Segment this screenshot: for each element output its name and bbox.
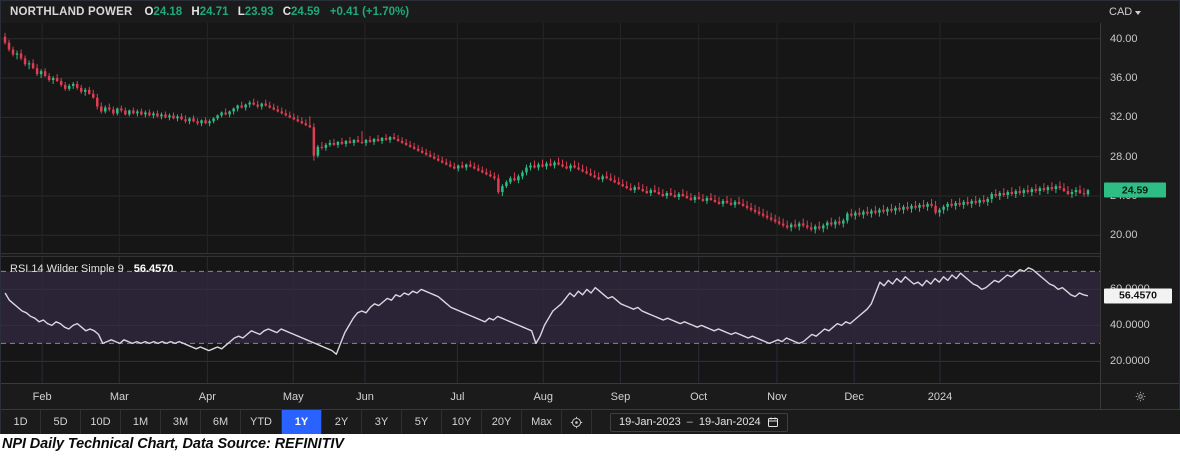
price-pane[interactable] [1, 23, 1102, 253]
price-axis-tick: 28.00 [1110, 150, 1138, 163]
ohlc-close: C24.59 [282, 6, 320, 18]
chevron-down-icon [1135, 11, 1142, 15]
range-button-10y[interactable]: 10Y [442, 410, 482, 434]
crosshair-target-icon-button[interactable] [562, 410, 592, 434]
chart-widget: NORTHLAND POWER O24.18 H24.71 L23.93 C24… [0, 0, 1180, 434]
price-axis-tick: 36.00 [1110, 72, 1138, 85]
ohlc-values: O24.18 H24.71 L23.93 C24.59 [144, 6, 325, 18]
symbol-name: NORTHLAND POWER [10, 6, 133, 18]
rsi-plot [1, 257, 1102, 383]
gear-icon [1135, 391, 1145, 402]
date-separator: – [686, 416, 693, 428]
range-button-3y[interactable]: 3Y [362, 410, 402, 434]
ohlc-open: O24.18 [144, 6, 183, 18]
price-axis-tick: 32.00 [1110, 111, 1138, 124]
time-axis-label: Jul [450, 391, 465, 403]
last-price-badge: 24.59 [1104, 182, 1166, 198]
price-scale[interactable]: 40.0036.0032.0028.0024.0020.0060.000040.… [1100, 23, 1179, 383]
range-button-20y[interactable]: 20Y [482, 410, 522, 434]
date-range-input[interactable]: 19-Jan-2023 – 19-Jan-2024 [610, 412, 788, 432]
range-button-10d[interactable]: 10D [81, 410, 121, 434]
range-button-5d[interactable]: 5D [41, 410, 81, 434]
time-axis-label: Oct [690, 391, 708, 403]
range-button-1y[interactable]: 1Y [282, 410, 322, 434]
rsi-value-badge: 56.4570 [1104, 288, 1172, 304]
time-axis-label: Mar [109, 391, 129, 403]
range-button-ytd[interactable]: YTD [241, 410, 282, 434]
time-axis[interactable]: Feb Mar Apr May Jun Jul Aug Sep Oct Nov Dec 2024 [1, 383, 1102, 409]
time-axis-label: Feb [32, 391, 52, 403]
rsi-legend-name: RSI 14 Wilder Simple 9 [10, 263, 124, 275]
ohlc-high: H24.71 [191, 6, 229, 18]
chart-settings-button[interactable] [1100, 383, 1179, 409]
time-axis-label: Nov [767, 391, 787, 403]
range-button-max[interactable]: Max [522, 410, 562, 434]
time-axis-label: Apr [198, 391, 216, 403]
time-axis-label: Dec [844, 391, 864, 403]
date-to: 19-Jan-2024 [698, 416, 761, 428]
figure-caption: NPI Daily Technical Chart, Data Source: … [2, 436, 344, 452]
time-axis-label: Jun [356, 391, 374, 403]
candlestick-plot [1, 23, 1102, 253]
calendar-icon [767, 417, 778, 427]
rsi-axis-tick: 20.0000 [1110, 355, 1150, 368]
pane-divider[interactable] [1, 253, 1102, 257]
currency-label: CAD [1109, 6, 1133, 18]
rsi-pane[interactable] [1, 257, 1102, 383]
date-from: 19-Jan-2023 [619, 416, 681, 428]
price-axis-tick: 40.00 [1110, 32, 1138, 45]
price-axis-tick: 20.00 [1110, 229, 1138, 242]
time-axis-label: 2024 [927, 391, 953, 403]
range-button-3m[interactable]: 3M [161, 410, 201, 434]
time-axis-label: Aug [533, 391, 554, 403]
chart-legend: NORTHLAND POWER O24.18 H24.71 L23.93 C24… [1, 1, 1102, 23]
range-button-5y[interactable]: 5Y [402, 410, 442, 434]
time-axis-label: Sep [610, 391, 631, 403]
currency-selector[interactable]: CAD [1100, 1, 1179, 23]
rsi-legend: RSI 14 Wilder Simple 9 56.4570 [10, 263, 173, 275]
crosshair-target-icon [570, 416, 583, 428]
range-toolbar[interactable]: 1D 5D 10D 1M 3M 6M YTD 1Y 2Y 3Y 5Y 10Y 20Y Max 19-Jan… [1, 409, 1180, 434]
range-button-1d[interactable]: 1D [1, 410, 41, 434]
time-axis-label: May [282, 391, 304, 403]
ohlc-low: L23.93 [237, 6, 274, 18]
range-button-6m[interactable]: 6M [201, 410, 241, 434]
range-button-2y[interactable]: 2Y [322, 410, 362, 434]
price-change: +0.41 (+1.70%) [329, 6, 410, 18]
rsi-axis-tick: 40.0000 [1110, 319, 1150, 332]
rsi-legend-value: 56.4570 [133, 263, 174, 275]
range-button-1m[interactable]: 1M [121, 410, 161, 434]
